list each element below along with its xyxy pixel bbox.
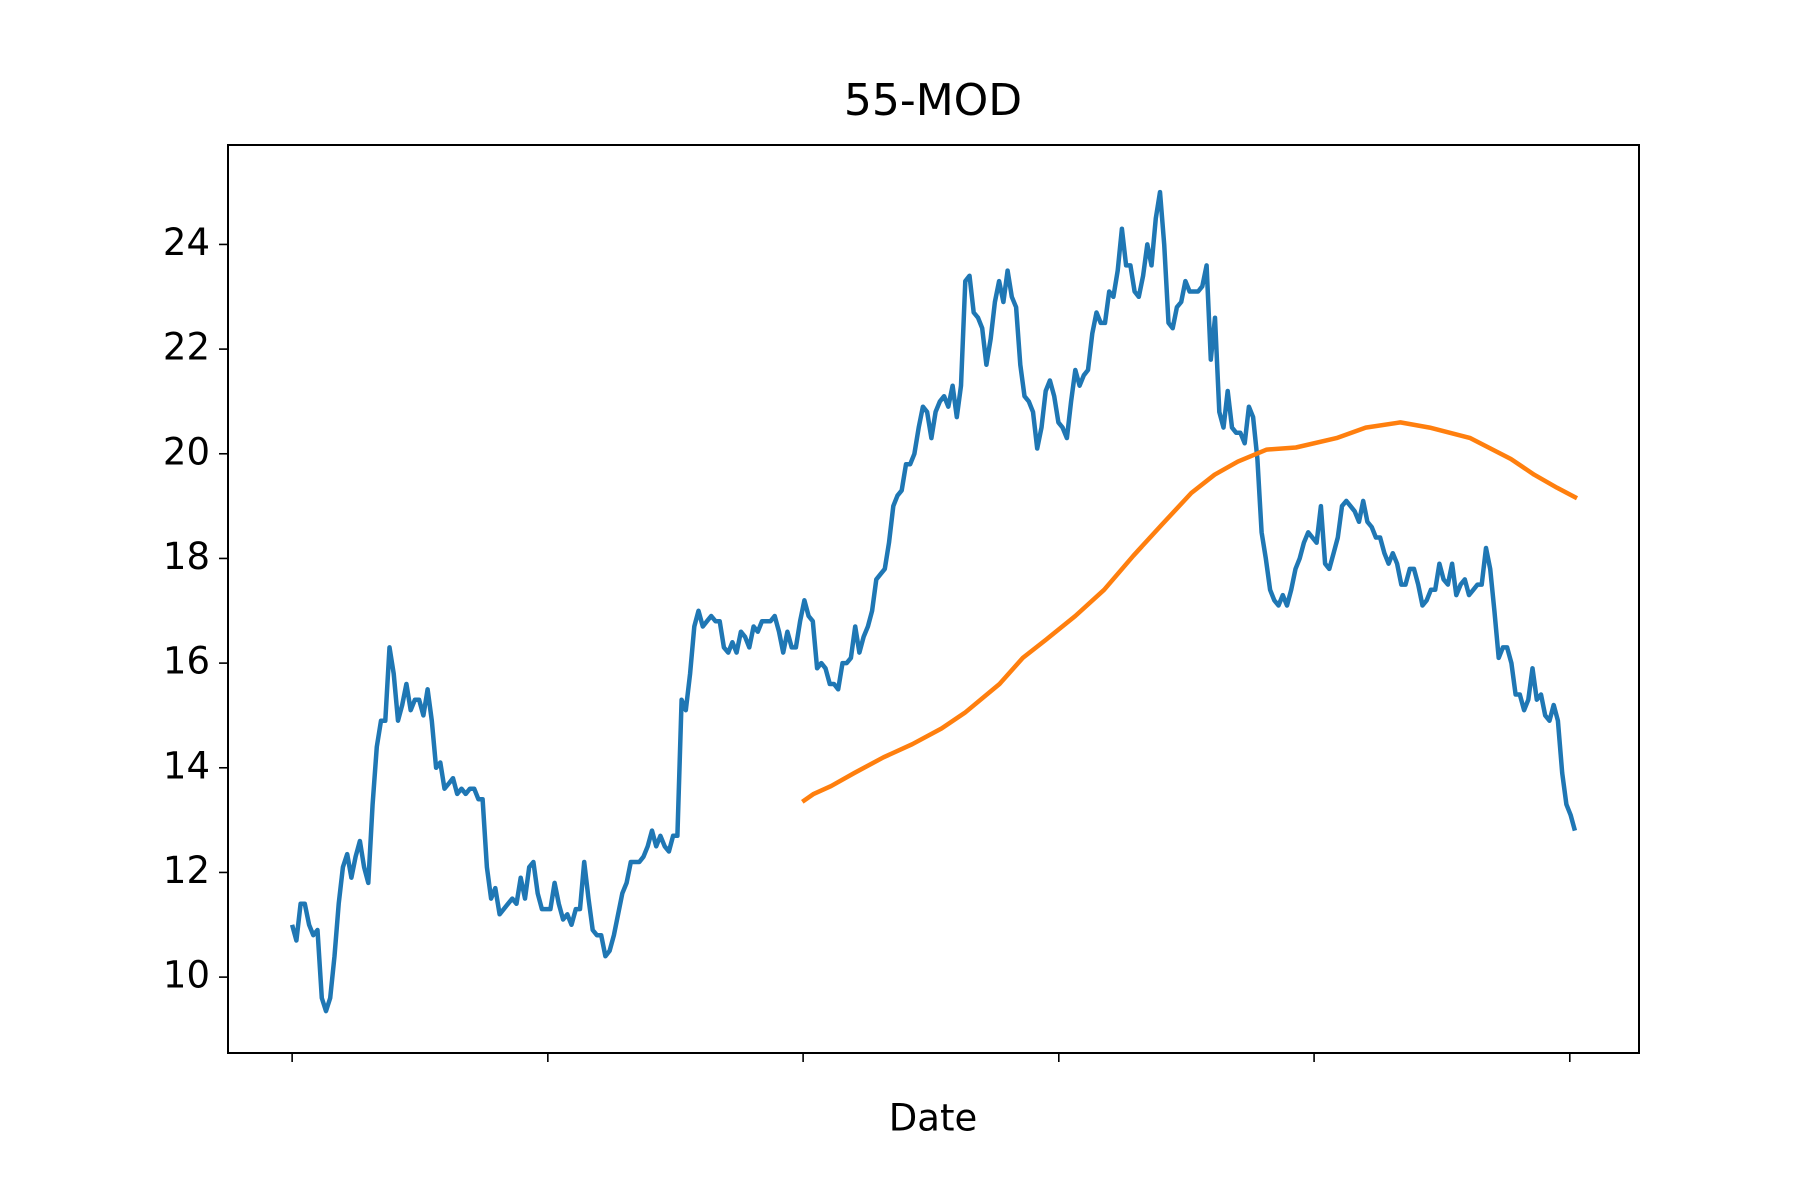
y-tick-label: 18: [163, 535, 210, 578]
y-tick-label: 16: [163, 640, 210, 683]
y-tick-label: 22: [163, 326, 210, 369]
line-series: [801, 420, 1579, 804]
line-series: [289, 189, 1578, 1014]
plot-frame: [227, 144, 1640, 1054]
x-axis-label: Date: [889, 1097, 977, 1140]
y-tick-label: 14: [163, 744, 210, 787]
y-tick-label: 12: [163, 849, 210, 892]
y-tick-label: 20: [163, 430, 210, 473]
y-tick-label: 10: [163, 954, 210, 997]
y-tick-label: 24: [163, 221, 210, 264]
chart-title: 55-MOD: [844, 75, 1022, 126]
